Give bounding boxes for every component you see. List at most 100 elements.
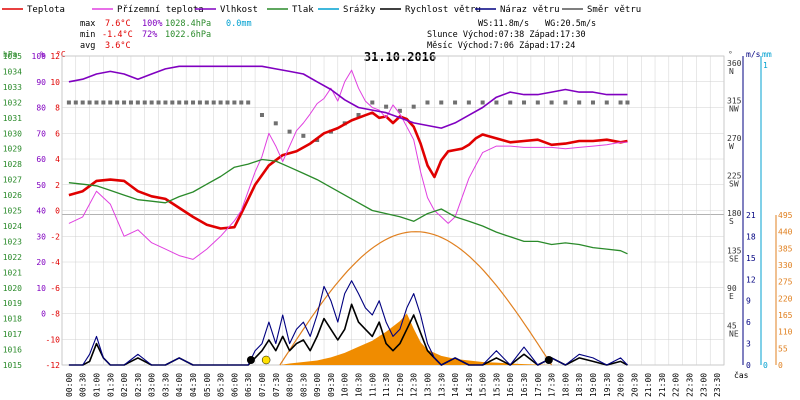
- wind-dir-dot: [108, 100, 113, 105]
- axis-hpa-label: hPa: [3, 50, 18, 59]
- dir-compass-label: SE: [729, 255, 739, 264]
- axis-x-label: čas: [734, 370, 749, 380]
- x-tick-label: 12:30: [410, 373, 419, 397]
- x-tick-label: 20:00: [617, 373, 626, 397]
- degc-tick-label: 6: [55, 129, 60, 138]
- x-tick-label: 14:00: [451, 373, 460, 397]
- wind-dir-dot: [439, 100, 444, 105]
- pct-tick-label: 100: [32, 52, 47, 61]
- x-tick-label: 05:00: [203, 373, 212, 397]
- radiation-layer: [279, 231, 553, 366]
- pct-tick-label: 40: [36, 207, 46, 216]
- x-tick-label: 12:00: [396, 373, 405, 397]
- wind-dir-dot: [577, 100, 582, 105]
- legend-vlhkost: Vlhkost: [220, 5, 258, 15]
- stat-max-temp: 7.6°C: [105, 19, 131, 29]
- hpa-tick-label: 1015: [3, 361, 22, 370]
- x-tick-label: 04:00: [175, 373, 184, 397]
- ms-tick-label: 0: [746, 361, 751, 370]
- wind-dir-dot: [522, 100, 527, 105]
- wind-dir-dot: [508, 100, 513, 105]
- degc-tick-label: 8: [55, 104, 60, 113]
- x-tick-label: 08:00: [286, 373, 295, 397]
- ms-tick-label: 21: [746, 211, 756, 220]
- ms-tick-label: 12: [746, 275, 756, 284]
- radiation-tick-label: 330: [778, 261, 793, 270]
- degc-tick-label: -8: [50, 310, 60, 319]
- pct-tick-label: 90: [36, 78, 46, 87]
- wind-dir-dot: [184, 100, 189, 105]
- wind-dir-dot: [115, 100, 120, 105]
- wind-dir-dot: [218, 100, 223, 105]
- x-tick-label: 04:30: [189, 373, 198, 397]
- hpa-tick-label: 1019: [3, 299, 22, 308]
- x-tick-label: 19:30: [603, 373, 612, 397]
- wind-dir-dot: [301, 133, 306, 138]
- x-tick-label: 02:00: [120, 373, 129, 397]
- x-tick-label: 20:30: [630, 373, 639, 397]
- radiation-tick-label: 55: [778, 344, 788, 353]
- degc-tick-label: 12: [50, 52, 60, 61]
- chart-title: 31.10.2016: [364, 50, 436, 64]
- dir-tick-label: 180: [727, 209, 742, 218]
- legend-prizemni-teplota: Přízemní teplota: [117, 5, 204, 15]
- axis-degc-label: °C: [56, 50, 66, 59]
- stat-min-press: 1022.6hPa: [165, 30, 211, 40]
- stat-max-press: 1028.4hPa: [165, 19, 211, 29]
- legend-naraz-vetru: Náraz větru: [500, 5, 560, 15]
- wind-dir-dot: [122, 100, 127, 105]
- pct-tick-label: 30: [36, 232, 46, 241]
- legend-teplota: Teplota: [27, 5, 65, 15]
- x-tick-label: 18:00: [561, 373, 570, 397]
- x-tick-label: 16:30: [520, 373, 529, 397]
- sunset-marker: [544, 356, 553, 364]
- x-tick-label: 11:00: [368, 373, 377, 397]
- stats-block: max 7.6°C 100% 1028.4hPa 0.0mm min -1.4°…: [80, 19, 252, 51]
- wind-dir-dot: [163, 100, 168, 105]
- dir-tick-label: 360: [727, 59, 742, 68]
- x-tick-label: 15:30: [492, 373, 501, 397]
- x-tick-label: 16:00: [506, 373, 515, 397]
- series-line-3: [68, 158, 628, 255]
- x-tick-label: 07:30: [272, 373, 281, 397]
- x-tick-label: 03:00: [148, 373, 157, 397]
- x-tick-label: 22:30: [686, 373, 695, 397]
- wind-dir-dot: [535, 100, 540, 105]
- wind-dir-dot: [225, 100, 230, 105]
- x-axis-ticks: 00:00 00:30 01:00 01:30 02:00 02:30 03:00 03:30…: [65, 373, 722, 397]
- wind-dir-dot: [197, 100, 202, 105]
- radiation-area: [279, 313, 552, 365]
- info-ws: WS:11.8m/s: [478, 19, 529, 29]
- x-tick-label: 23:30: [713, 373, 722, 397]
- wind-dir-dot: [177, 100, 182, 105]
- info-block: WS:11.8m/s WG:20.5m/s Slunce Východ:07:3…: [427, 19, 596, 51]
- wind-dir-dot: [618, 100, 623, 105]
- wind-dir-dot: [66, 100, 71, 105]
- x-tick-label: 21:30: [658, 373, 667, 397]
- x-tick-label: 05:30: [217, 373, 226, 397]
- stat-avg-temp: 3.6°C: [105, 41, 131, 51]
- y-axis-ticks: 1035103410331032103110301029102810271026…: [3, 52, 793, 370]
- x-tick-label: 19:00: [589, 373, 598, 397]
- wind-dir-dot: [287, 129, 292, 134]
- axis-mm-label: mm: [762, 50, 772, 59]
- wind-dir-dot: [149, 100, 154, 105]
- series-lines: [68, 65, 628, 366]
- x-tick-label: 09:30: [327, 373, 336, 397]
- ms-tick-label: 15: [746, 254, 756, 263]
- dir-compass-label: NW: [729, 105, 739, 114]
- legend-srazky: Srážky: [343, 5, 376, 15]
- x-tick-label: 10:30: [355, 373, 364, 397]
- wind-dir-dot: [411, 104, 416, 109]
- degc-tick-label: -2: [50, 232, 60, 241]
- x-tick-label: 22:00: [672, 373, 681, 397]
- wind-dir-dot: [590, 100, 595, 105]
- wind-dir-dot: [101, 100, 106, 105]
- legend: Teplota Přízemní teplota Vlhkost Tlak Sr…: [2, 5, 641, 15]
- x-tick-label: 18:30: [575, 373, 584, 397]
- x-tick-label: 09:00: [313, 373, 322, 397]
- hpa-tick-label: 1022: [3, 253, 22, 262]
- hpa-tick-label: 1030: [3, 129, 22, 138]
- x-tick-label: 07:00: [258, 373, 267, 397]
- ms-tick-label: 3: [746, 340, 751, 349]
